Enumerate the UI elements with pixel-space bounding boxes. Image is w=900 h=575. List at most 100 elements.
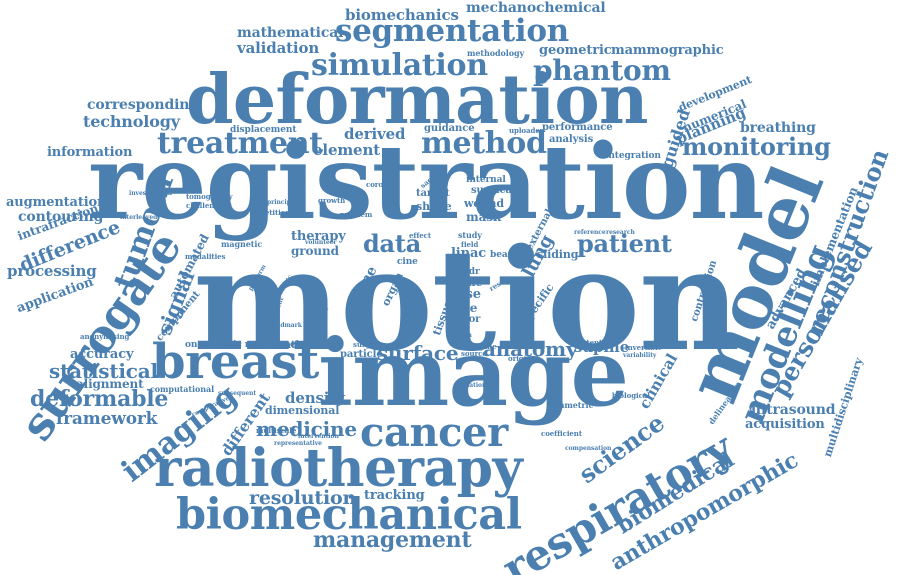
word-original: original [508,354,539,363]
word-biological: biological [612,391,650,400]
word-midr: midr [456,267,480,277]
word-alignment: alignment [76,377,144,391]
word-phantom: phantom [533,54,671,87]
word-method: method [421,126,547,161]
word-density: density [285,389,345,407]
word-reference: reference [574,229,606,236]
word-investigation: investigation [129,190,173,197]
word-cine: cine [397,257,418,267]
word-problem: problem [340,210,373,219]
word-subsequent: subsequent [218,390,257,397]
word-dose: dose [448,287,481,302]
word-error: error [452,314,481,325]
word-integration: integration [605,151,661,161]
word-time: time [455,276,483,289]
word-management: management [313,527,472,553]
word-simulation: simulation [311,48,488,83]
word-segmentation: segmentation [335,13,569,49]
word-beam: beam [490,250,518,260]
word-analysis: analysis [549,134,594,145]
word-therapy: therapy [291,229,346,244]
word-study: study [458,230,482,240]
word-deformable: deformable [30,386,169,412]
word-cancer: cancer [360,409,508,456]
word-surgical: surgical [471,185,516,196]
word-oncoplastic-resonance: oncoplastic resonance [185,340,296,350]
word-performance: performance [542,122,613,133]
word-data: data [363,229,422,258]
word-particle: particle [340,349,383,360]
word-intervention: intervention [298,433,339,440]
word-linac: linac [451,246,487,261]
word-accuracy: accuracy [70,347,134,362]
word-principal: principal [267,199,297,206]
word-mathematical: mathematical [237,25,344,41]
word-representative: representative [274,440,322,447]
word-monitoring: monitoring [682,132,831,161]
word-computational: computational [150,384,215,394]
word-anonymising: anonymising [80,332,130,341]
word-field: field [461,240,479,249]
word-derived: derived [344,125,406,143]
word-sliding: sliding [537,248,579,261]
word-breath: breath [450,332,472,339]
word-modalities: modalities [185,252,226,261]
word-breathing: breathing [740,120,816,136]
word-estimation: estimation [254,340,313,351]
word-growth: growth [318,196,346,205]
word-symmetric: symmetric [547,400,594,410]
word-anatomy: anatomy [483,337,578,361]
word-shape: shape [416,200,452,213]
word-dimensional: dimensional [265,404,340,417]
word-methodology: methodology [467,48,525,58]
word-registration: registration [88,122,764,243]
word-target: target [416,188,450,199]
word-effect: effect [409,231,432,240]
word-radiation: radiation [456,382,487,389]
word-treatment: treatment [157,126,323,161]
word-internal: internal [466,175,506,185]
word-patient: patient [577,229,672,258]
word-source: source [461,349,487,358]
word-uploader: uploader [509,126,544,135]
word-displacement: displacement [230,125,297,135]
word-potential: potential [577,338,612,347]
word-mask: mask [466,210,502,224]
word-variability: variability [623,352,657,359]
word-framework: framework [56,409,158,429]
word-mechanochemical: mechanochemical [466,0,606,16]
word-deformation: deformation [186,60,649,140]
word-resolution: resolution [249,487,357,509]
word-biomechanical: biomechanical [176,490,522,540]
word-biomechanics: biomechanics [345,6,459,24]
word-coefficient: coefficient [541,429,582,438]
word-ground: ground [291,244,339,258]
word-validation: validation [237,39,320,57]
word-supine: supine [574,338,630,356]
word-mammographic: mammographic [611,43,724,58]
word-wound: wound [464,197,504,210]
word-invertible: invertible [625,343,663,352]
word-coronal: coronal [366,180,396,189]
word-contouring: contouring [18,209,104,225]
word-tracking: tracking [364,488,425,503]
word-challenging: challenging [186,201,232,210]
word-ultrasound: ultrasound [751,402,836,418]
word-element: element [313,141,380,159]
word-volunteer: volunteer [305,239,337,246]
word-medicine: medicine [256,417,357,441]
word-multiscale: multiscale [256,426,297,435]
word-spine: spine [476,342,497,351]
word-image: image [318,319,629,427]
word-surface: surface [377,341,459,365]
word-corresponding: corresponding [87,97,199,113]
word-motion: motion [193,219,741,383]
word-breast: breast [152,334,319,390]
word-information: information [47,145,133,160]
word-research: research [606,229,635,236]
word-guidance: guidance [424,123,475,134]
word-interleaved: interleaved [120,214,158,221]
word-repetition: repetition [252,208,291,217]
word-tomography: tomography [186,192,233,201]
